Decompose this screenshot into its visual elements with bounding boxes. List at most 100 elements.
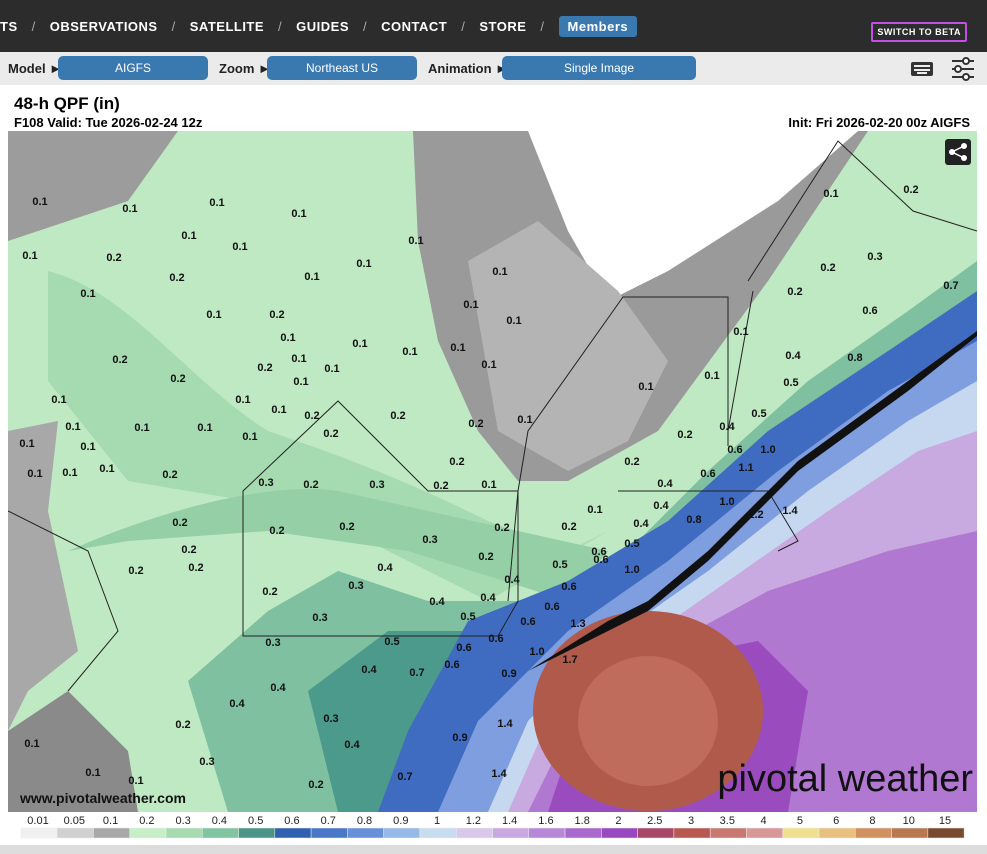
model-button[interactable]: AIGFS: [58, 56, 208, 80]
colorbar-swatch: [165, 827, 203, 839]
colorbar-label: 2: [615, 815, 621, 827]
init-time: Init: Fri 2026-02-20 00z AIGFS: [788, 115, 970, 130]
nav-separator: /: [278, 18, 283, 34]
contour-label: 0.6: [444, 659, 459, 671]
colorbar-swatch: [564, 827, 602, 839]
contour-label: 0.2: [903, 184, 918, 196]
contour-label: 0.2: [262, 586, 277, 598]
nav-link[interactable]: SATELLITE: [189, 18, 265, 34]
contour-label: 0.2: [820, 262, 835, 274]
contour-label: 0.2: [106, 252, 121, 264]
colorbar-label: 2.5: [647, 815, 662, 827]
colorbar-swatch: [238, 827, 276, 839]
contour-label: 0.1: [463, 299, 478, 311]
contour-label: 0.2: [162, 469, 177, 481]
contour-label: 0.1: [232, 241, 247, 253]
animation-label: Animation ►: [428, 61, 509, 76]
contour-label: 0.6: [727, 444, 742, 456]
contour-label: 0.2: [175, 719, 190, 731]
share-button[interactable]: [945, 139, 971, 165]
contour-label: 0.2: [172, 517, 187, 529]
contour-label: 0.6: [456, 642, 471, 654]
nav-link[interactable]: GUIDES: [296, 18, 350, 34]
colorbar-swatch: [56, 827, 94, 839]
contour-label: 0.1: [134, 422, 149, 434]
colorbar-label: 1: [434, 815, 440, 827]
contour-label: 0.4: [429, 596, 445, 608]
contour-label: 0.7: [943, 280, 958, 292]
contour-label: 0.6: [700, 468, 715, 480]
keyboard-icon[interactable]: [910, 60, 934, 78]
contour-label: 0.1: [293, 376, 308, 388]
contour-label: 0.6: [593, 554, 608, 566]
colorbar-label: 1.4: [502, 815, 517, 827]
contour-label: 0.1: [304, 271, 319, 283]
colorbar-swatch: [310, 827, 348, 839]
contour-label: 0.1: [181, 230, 196, 242]
colorbar-swatch: [528, 827, 566, 839]
contour-label: 0.1: [122, 203, 137, 215]
nav-link[interactable]: TS: [0, 18, 18, 34]
contour-label: 0.1: [506, 315, 521, 327]
contour-label: 0.1: [704, 370, 719, 382]
colorbar-label: 0.5: [248, 815, 263, 827]
colorbar-swatch: [347, 827, 384, 839]
contour-label: 0.1: [823, 188, 838, 200]
colorbar: 0.01 0.05 0.1 0.2 0.3 0.4 0.5 0.6 0.7 0.8 0.9 1 1.2 1…: [20, 815, 965, 839]
colorbar-label: 0.3: [175, 815, 190, 827]
contour-label: 0.4: [504, 574, 520, 586]
contour-label: 1.4: [782, 505, 798, 517]
contour-label: 1.3: [570, 618, 585, 630]
members-button[interactable]: Members: [558, 15, 638, 37]
contour-label: 0.1: [209, 197, 224, 209]
beta-button[interactable]: SWITCH TO BETA: [871, 22, 967, 42]
contour-label: 0.1: [128, 775, 143, 787]
nav-separator: /: [363, 18, 368, 34]
contour-label: 0.1: [65, 421, 80, 433]
animation-button[interactable]: Single Image: [502, 56, 696, 80]
map: 0.1 0.1 0.1 0.1 0.1 0.1 0.2 0.1 0.2 0.1 0.1 0.1 0.1 0…: [8, 131, 977, 812]
nav-separator: /: [31, 18, 36, 34]
contour-label: 0.1: [51, 394, 66, 406]
colorbar-label: 0.1: [103, 815, 118, 827]
contour-label: 0.1: [402, 346, 417, 358]
contour-label: 0.4: [719, 421, 735, 433]
contour-label: 0.7: [409, 667, 424, 679]
colorbar-swatch: [202, 827, 239, 839]
contour-label: 1.0: [624, 564, 639, 576]
settings-icon[interactable]: [950, 56, 976, 82]
contour-label: 0.2: [561, 521, 576, 533]
contour-label: 0.1: [492, 266, 507, 278]
contour-label: 0.4: [377, 562, 393, 574]
contour-label: 0.1: [271, 404, 286, 416]
colorbar-label: 0.7: [321, 815, 336, 827]
colorbar-label: 5: [797, 815, 803, 827]
nav-link[interactable]: OBSERVATIONS: [49, 18, 158, 34]
contour-label: 0.2: [308, 779, 323, 791]
zoom-label: Zoom ►: [219, 61, 271, 76]
colorbar-label: 0.6: [284, 815, 299, 827]
colorbar-swatch: [855, 827, 892, 839]
contour-label: 0.1: [481, 359, 496, 371]
toolbar: Model ► AIGFS Zoom ► Northeast US Animat…: [0, 52, 987, 85]
contour-label: 0.3: [265, 637, 280, 649]
contour-label: 0.4: [270, 682, 286, 694]
contour-label: 0.3: [258, 477, 273, 489]
colorbar-label: 0.2: [139, 815, 154, 827]
contour-label: 0.1: [587, 504, 602, 516]
contour-label: 0.9: [501, 668, 516, 680]
colorbar-label: 1.8: [575, 815, 590, 827]
zoom-button[interactable]: Northeast US: [267, 56, 417, 80]
colorbar-swatch: [637, 827, 675, 839]
colorbar-swatch: [383, 827, 421, 839]
footer-strip: [0, 845, 987, 854]
contour-label: 0.4: [657, 478, 673, 490]
nav-link[interactable]: STORE: [479, 18, 527, 34]
contour-label: 0.6: [561, 581, 576, 593]
contour-label: 1.0: [719, 496, 734, 508]
colorbar-swatch: [492, 827, 530, 839]
colorbar-swatch: [129, 827, 167, 839]
colorbar-swatch: [93, 827, 130, 839]
nav-link[interactable]: CONTACT: [381, 18, 448, 34]
